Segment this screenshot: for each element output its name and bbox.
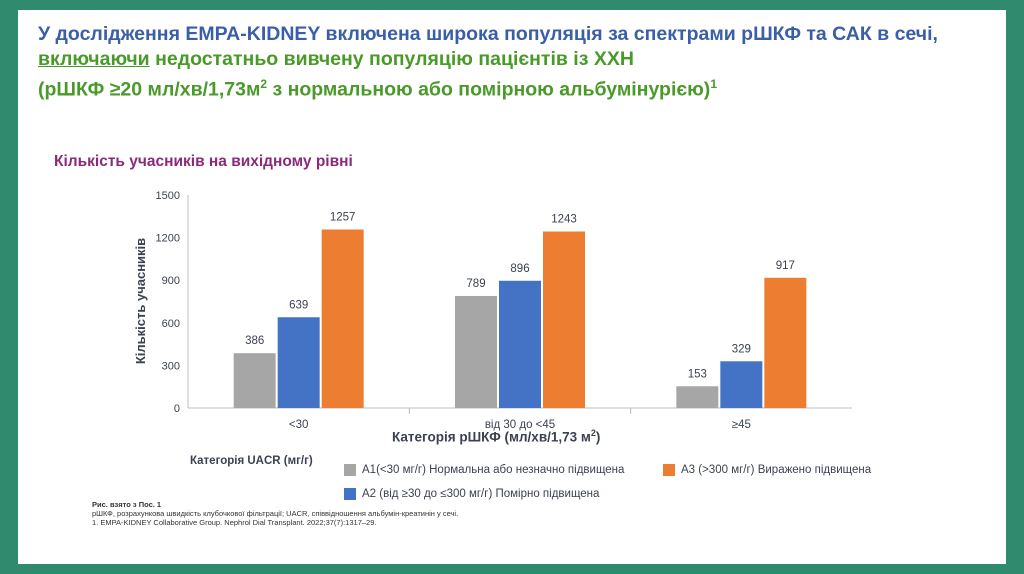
data-label: 896: [510, 263, 529, 275]
footnote-line2: рШКФ, розрахункова швидкість клубочкової…: [92, 509, 459, 518]
legend-item-a1: А1(<30 мг/г) Нормальна або незначно підв…: [344, 464, 624, 476]
bar: [499, 280, 541, 408]
legend-swatch-a2: [344, 488, 356, 500]
legend-swatch-a3: [663, 464, 675, 476]
y-tick-label: 300: [162, 360, 180, 372]
data-label: 917: [776, 260, 795, 272]
title-part2: недостатньо вивчену популяцію пацієнтів …: [149, 48, 634, 70]
title-underline: включаючи: [38, 48, 150, 70]
footnote-line1: Рис. взято з Пос. 1: [92, 500, 162, 509]
bar: [676, 386, 719, 408]
y-axis-title: Кількість учасників: [133, 238, 148, 364]
bar: [277, 317, 320, 408]
data-label: 639: [289, 299, 308, 311]
x-tick-label: <30: [289, 419, 309, 431]
data-label: 386: [245, 335, 264, 347]
bar: [720, 361, 763, 408]
slide-title: У дослідження EMPA-KIDNEY включена широк…: [38, 22, 938, 103]
data-label: 153: [688, 368, 707, 380]
title-sup1: 1: [710, 77, 717, 91]
legend-item-a2: А2 (від ≥30 до ≤300 мг/г) Помірно підвищ…: [344, 488, 599, 500]
x-tick-label: ≥45: [732, 419, 751, 431]
y-tick-label: 900: [162, 275, 180, 287]
legend-item-a3: А3 (>300 мг/г) Виражено підвищена: [663, 464, 871, 476]
legend-swatch-a1: [344, 464, 356, 476]
legend-title: Категорія UACR (мг/г): [190, 455, 313, 467]
y-tick-label: 0: [174, 403, 180, 415]
title-part1: У дослідження EMPA-KIDNEY включена широк…: [38, 23, 938, 45]
bar: [321, 229, 364, 408]
bar: [543, 231, 585, 408]
bar: [233, 353, 276, 408]
bar: [455, 295, 497, 408]
footnote: Рис. взято з Пос. 1 рШКФ, розрахункова ш…: [92, 500, 458, 527]
title-line3: (рШКФ ≥20 мл/хв/1,73м: [38, 78, 261, 101]
y-tick-label: 1200: [156, 233, 180, 245]
y-tick-label: 600: [162, 318, 180, 330]
chart-subtitle: Кількість учасників на вихідному рівні: [54, 153, 353, 170]
x-tick-label: від 30 до <45: [485, 419, 555, 431]
data-label: 329: [732, 343, 751, 355]
data-label: 789: [466, 278, 485, 290]
data-label: 1257: [330, 212, 356, 224]
x-axis-title: Категорія рШКФ (мл/хв/1,73 м2): [392, 428, 601, 445]
footnote-line3: 1. EMPA-KIDNEY Collaborative Group. Neph…: [92, 518, 377, 527]
title-line3b: з нормальною або помірною альбумінурією): [267, 78, 711, 101]
y-tick-label: 1500: [156, 190, 180, 202]
title-sup2: 2: [260, 77, 268, 91]
bar: [764, 277, 807, 408]
data-label: 1243: [551, 213, 577, 225]
